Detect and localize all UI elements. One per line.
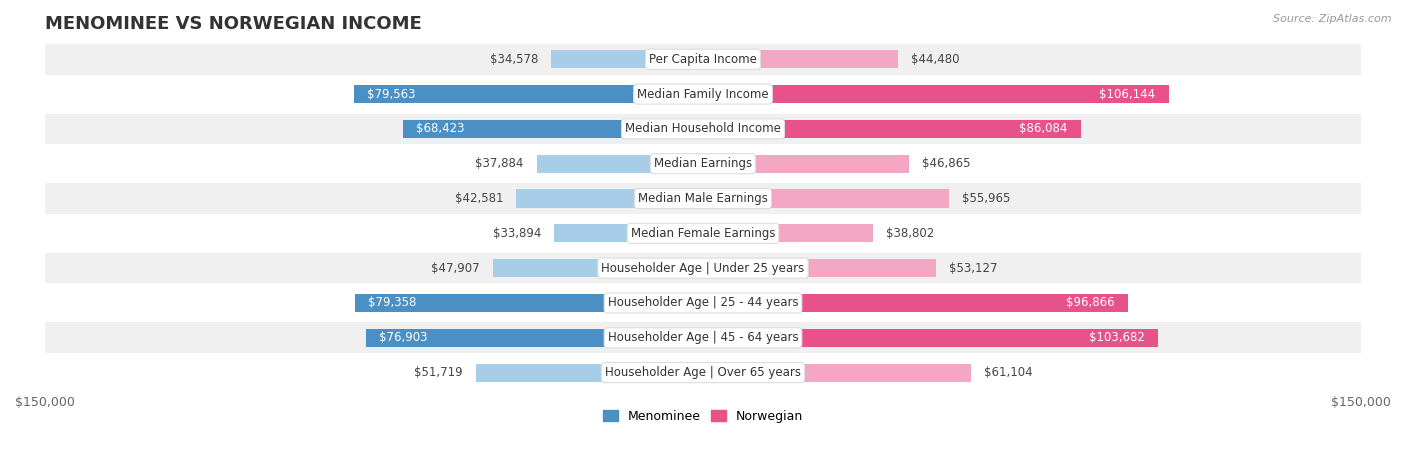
Text: $51,719: $51,719 bbox=[415, 366, 463, 379]
Text: $33,894: $33,894 bbox=[492, 227, 541, 240]
Text: Source: ZipAtlas.com: Source: ZipAtlas.com bbox=[1274, 14, 1392, 24]
Text: $53,127: $53,127 bbox=[949, 262, 998, 275]
Bar bbox=[516, 190, 703, 207]
Bar bbox=[703, 85, 1168, 103]
Bar bbox=[703, 190, 949, 207]
Text: Median Family Income: Median Family Income bbox=[637, 88, 769, 100]
Bar bbox=[703, 120, 1081, 138]
Bar bbox=[45, 149, 1361, 179]
Text: Median Female Earnings: Median Female Earnings bbox=[631, 227, 775, 240]
Bar bbox=[45, 253, 1361, 283]
Text: Median Household Income: Median Household Income bbox=[626, 122, 780, 135]
Text: $61,104: $61,104 bbox=[984, 366, 1033, 379]
Bar bbox=[703, 259, 936, 277]
Bar bbox=[703, 294, 1128, 312]
Bar bbox=[703, 50, 898, 68]
Text: $37,884: $37,884 bbox=[475, 157, 523, 170]
Bar bbox=[45, 357, 1361, 388]
Text: $42,581: $42,581 bbox=[454, 192, 503, 205]
Bar bbox=[404, 120, 703, 138]
Bar bbox=[45, 44, 1361, 75]
Bar bbox=[354, 85, 703, 103]
Bar bbox=[45, 79, 1361, 109]
Text: $106,144: $106,144 bbox=[1099, 88, 1156, 100]
Bar bbox=[45, 113, 1361, 144]
Bar bbox=[45, 288, 1361, 318]
Bar bbox=[703, 224, 873, 242]
Bar bbox=[354, 294, 703, 312]
Text: MENOMINEE VS NORWEGIAN INCOME: MENOMINEE VS NORWEGIAN INCOME bbox=[45, 15, 422, 33]
Text: $46,865: $46,865 bbox=[922, 157, 970, 170]
Bar bbox=[703, 155, 908, 173]
Text: Householder Age | 45 - 64 years: Householder Age | 45 - 64 years bbox=[607, 331, 799, 344]
Text: $34,578: $34,578 bbox=[489, 53, 538, 66]
Bar bbox=[366, 329, 703, 347]
Text: $47,907: $47,907 bbox=[432, 262, 479, 275]
Text: Median Earnings: Median Earnings bbox=[654, 157, 752, 170]
Bar bbox=[703, 329, 1159, 347]
Text: Householder Age | 25 - 44 years: Householder Age | 25 - 44 years bbox=[607, 297, 799, 310]
Text: $79,358: $79,358 bbox=[368, 297, 416, 310]
Bar bbox=[477, 363, 703, 382]
Text: Median Male Earnings: Median Male Earnings bbox=[638, 192, 768, 205]
Bar bbox=[494, 259, 703, 277]
Text: $86,084: $86,084 bbox=[1019, 122, 1067, 135]
Bar bbox=[45, 183, 1361, 214]
Bar bbox=[551, 50, 703, 68]
Text: $55,965: $55,965 bbox=[962, 192, 1010, 205]
Text: $76,903: $76,903 bbox=[378, 331, 427, 344]
Text: $79,563: $79,563 bbox=[367, 88, 416, 100]
Text: $103,682: $103,682 bbox=[1088, 331, 1144, 344]
Bar bbox=[537, 155, 703, 173]
Text: $38,802: $38,802 bbox=[886, 227, 935, 240]
Bar bbox=[703, 363, 972, 382]
Text: Householder Age | Under 25 years: Householder Age | Under 25 years bbox=[602, 262, 804, 275]
Bar bbox=[554, 224, 703, 242]
Text: Per Capita Income: Per Capita Income bbox=[650, 53, 756, 66]
Text: $68,423: $68,423 bbox=[416, 122, 464, 135]
Text: $44,480: $44,480 bbox=[911, 53, 960, 66]
Bar bbox=[45, 218, 1361, 248]
Text: $96,866: $96,866 bbox=[1066, 297, 1115, 310]
Bar bbox=[45, 323, 1361, 353]
Text: Householder Age | Over 65 years: Householder Age | Over 65 years bbox=[605, 366, 801, 379]
Legend: Menominee, Norwegian: Menominee, Norwegian bbox=[598, 405, 808, 428]
